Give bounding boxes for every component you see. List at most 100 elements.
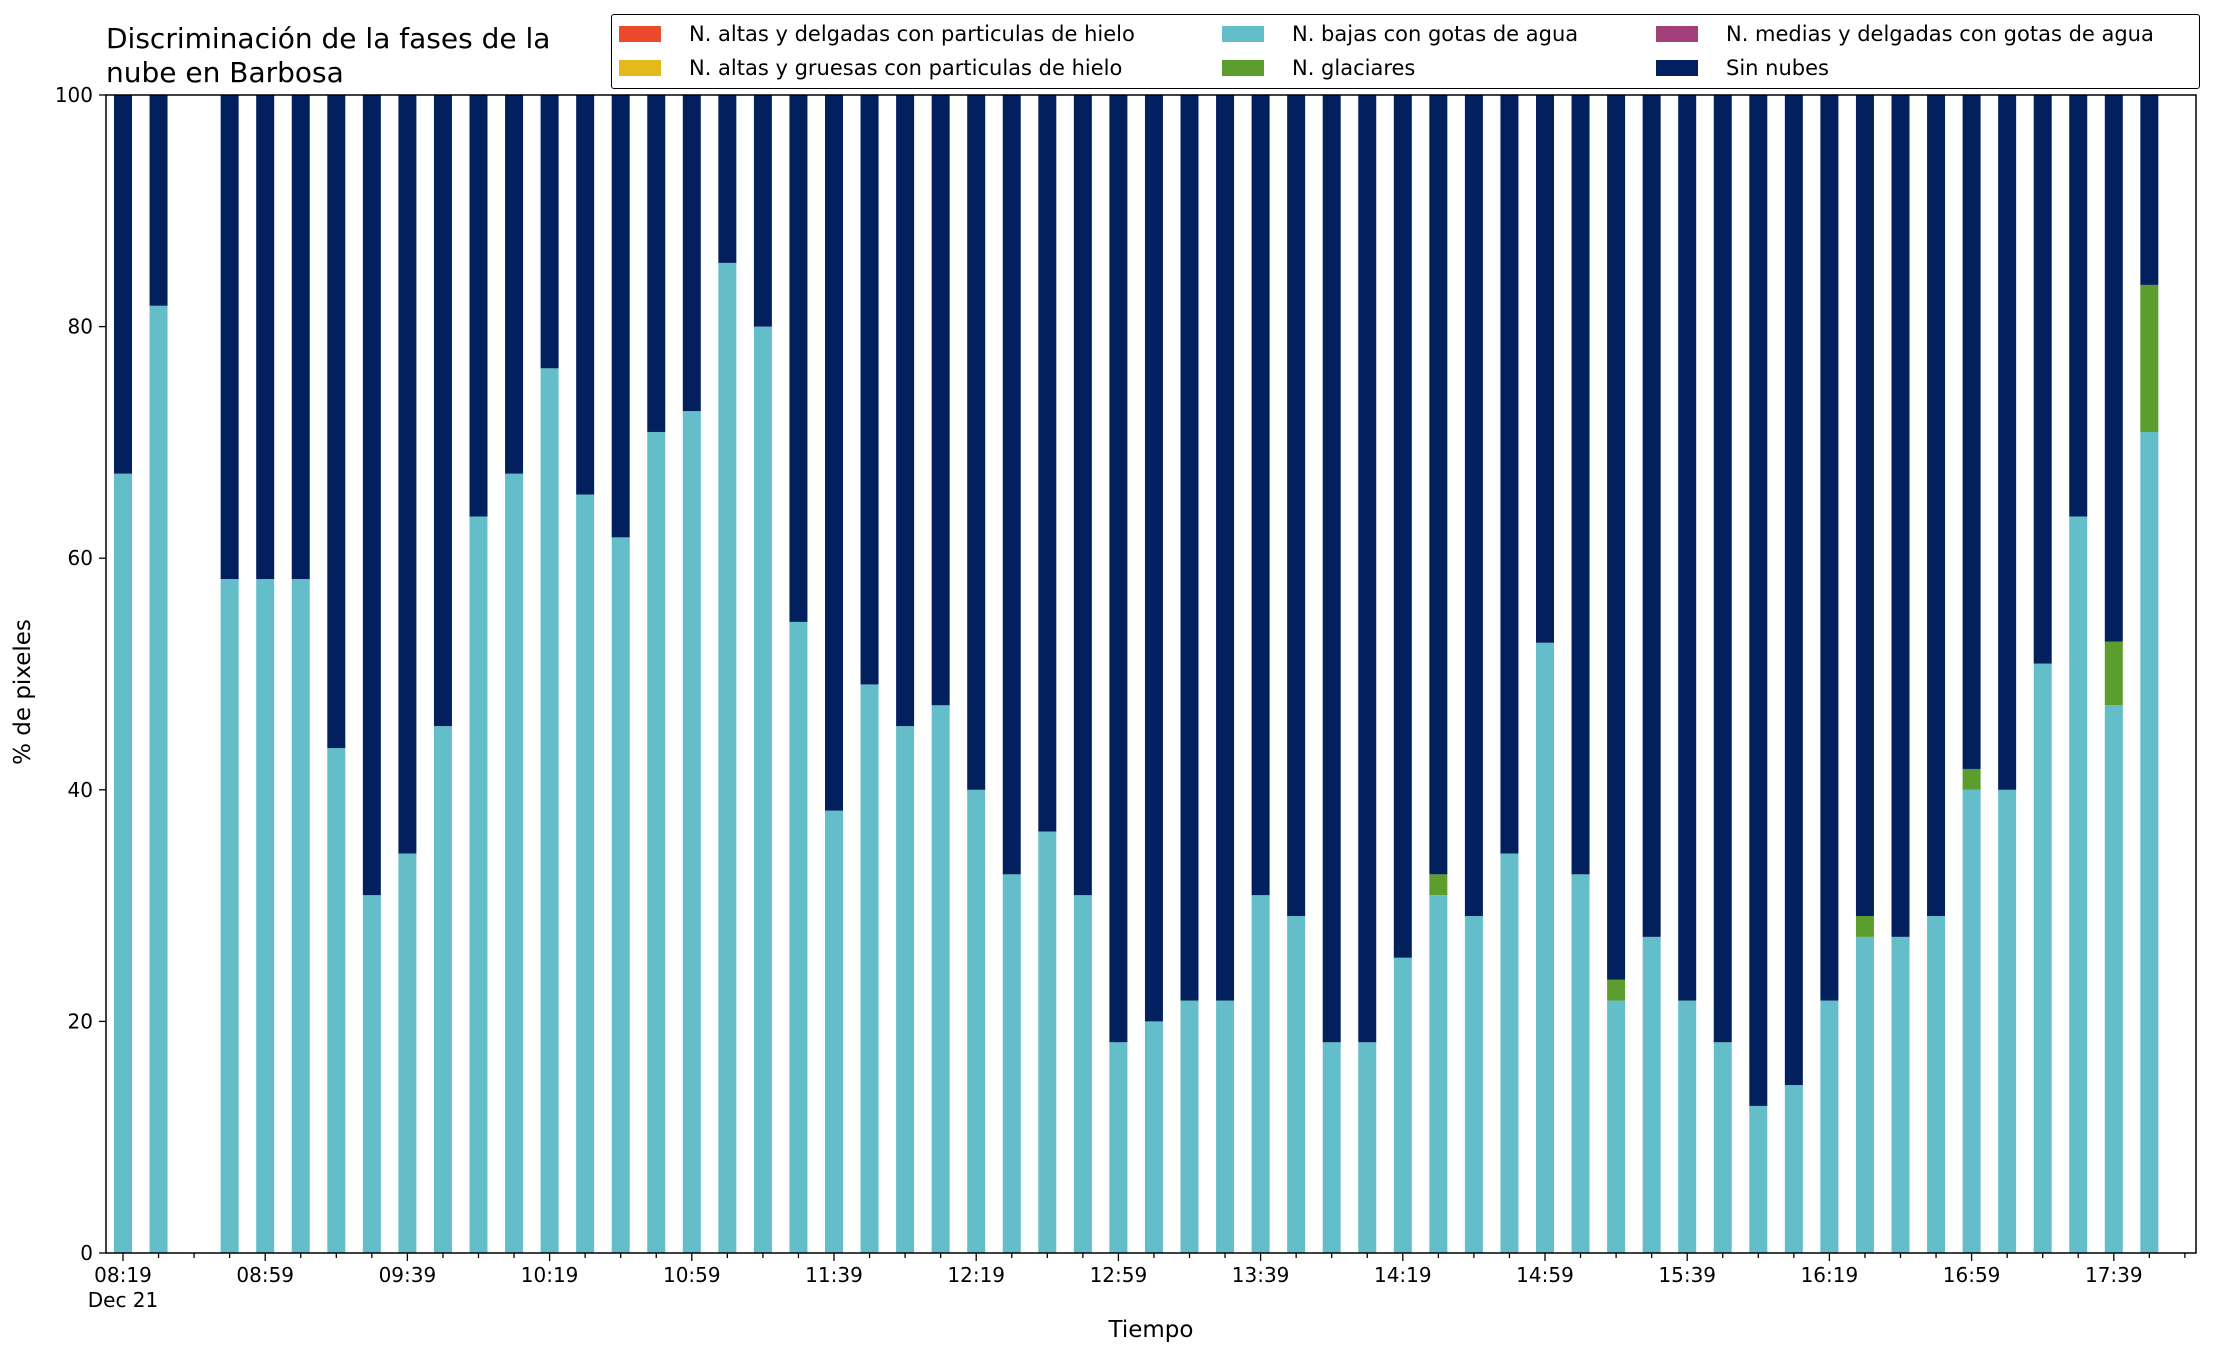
legend-swatch — [1656, 26, 1698, 42]
bar-segment — [362, 95, 381, 896]
bar-segment — [1464, 95, 1483, 917]
bar-segment — [1820, 95, 1839, 1001]
bar-segment — [1571, 874, 1590, 1253]
bar-segment — [1927, 95, 1946, 917]
bar-segment — [2140, 431, 2159, 1254]
plot-frame — [105, 94, 2197, 1254]
bar-segment — [1500, 853, 1519, 1253]
bar-segment — [967, 95, 986, 790]
bar-segment — [1571, 95, 1590, 875]
bar-segment — [1251, 895, 1270, 1253]
bars-layer — [114, 95, 2159, 1254]
bar-segment — [540, 368, 559, 1253]
x-tick-label: 08:19 — [94, 1263, 152, 1287]
x-tick-label: 12:19 — [947, 1263, 1005, 1287]
bar-segment — [611, 537, 630, 1253]
bar-segment — [611, 95, 630, 538]
bar-segment — [1749, 95, 1768, 1106]
bar-segment — [2069, 95, 2088, 517]
bar-segment — [896, 726, 915, 1253]
bar-segment — [505, 95, 524, 474]
legend-swatch — [1222, 26, 1264, 42]
y-tick-label: 20 — [68, 1009, 93, 1033]
bar-segment — [1109, 95, 1128, 1043]
bar-segment — [1678, 1000, 1697, 1253]
bar-segment — [1322, 1042, 1341, 1253]
bar-segment — [753, 326, 772, 1254]
bar-segment — [1713, 1042, 1732, 1253]
bar-segment — [1180, 95, 1199, 1001]
bar-segment — [1962, 95, 1981, 769]
y-tick-label: 80 — [68, 315, 93, 339]
bar-segment — [398, 853, 417, 1253]
legend-swatch — [619, 26, 661, 42]
bar-segment — [1784, 95, 1803, 1086]
bar-segment — [2033, 663, 2052, 1253]
bar-segment — [1891, 936, 1910, 1253]
y-tick-label: 40 — [68, 778, 93, 802]
bar-segment — [1855, 916, 1874, 937]
bar-segment — [1464, 916, 1483, 1253]
bar-segment — [2033, 95, 2052, 664]
bar-segment — [1287, 916, 1306, 1253]
legend-item: N. bajas con gotas de agua — [1222, 22, 1578, 46]
bar-segment — [860, 95, 879, 685]
bar-segment — [2140, 95, 2159, 285]
bar-segment — [1002, 874, 1021, 1253]
bar-segment — [362, 895, 381, 1253]
bar-segment — [1393, 95, 1412, 958]
x-tick-label: 13:39 — [1232, 1263, 1290, 1287]
x-tick-label: 10:59 — [663, 1263, 721, 1287]
x-tick-label: 15:39 — [1658, 1263, 1716, 1287]
bar-segment — [1322, 95, 1341, 1043]
bar-segment — [469, 516, 488, 1253]
bar-segment — [327, 748, 346, 1253]
x-tick-label: 16:19 — [1801, 1263, 1859, 1287]
bar-segment — [576, 95, 595, 495]
legend-label: N. medias y delgadas con gotas de agua — [1726, 22, 2154, 46]
bar-segment — [1820, 1000, 1839, 1253]
bar-segment — [540, 95, 559, 369]
bar-segment — [256, 579, 275, 1253]
legend-item: N. glaciares — [1222, 56, 1415, 80]
bar-segment — [2140, 284, 2159, 432]
x-tick-label: 11:39 — [805, 1263, 863, 1287]
x-tick-label: 12:59 — [1090, 1263, 1148, 1287]
bar-segment — [149, 305, 168, 1253]
bar-segment — [647, 95, 666, 432]
bar-segment — [433, 726, 452, 1253]
y-tick-label: 0 — [80, 1241, 93, 1265]
x-tick-label: 09:39 — [379, 1263, 437, 1287]
bar-segment — [647, 431, 666, 1254]
bar-segment — [469, 95, 488, 517]
bar-segment — [1216, 1000, 1235, 1253]
bar-segment — [1287, 95, 1306, 917]
bar-segment — [1216, 95, 1235, 1001]
bar-segment — [682, 95, 701, 412]
bar-segment — [1642, 936, 1661, 1253]
x-tick-label: 14:59 — [1516, 1263, 1574, 1287]
chart-title: Discriminación de la fases de la nube en… — [106, 22, 551, 89]
bar-segment — [1678, 95, 1697, 1001]
bar-segment — [398, 95, 417, 854]
bar-segment — [789, 95, 808, 622]
bar-segment — [1607, 1000, 1626, 1253]
x-tick-label: 16:59 — [1943, 1263, 2001, 1287]
legend-item: N. altas y gruesas con particulas de hie… — [619, 56, 1122, 80]
bar-segment — [2104, 95, 2123, 642]
x-tick-label: 14:19 — [1374, 1263, 1432, 1287]
bar-segment — [1002, 95, 1021, 875]
bar-segment — [220, 579, 239, 1253]
bar-segment — [114, 95, 132, 474]
bar-segment — [1073, 895, 1092, 1253]
bar-segment — [256, 95, 275, 580]
bar-segment — [896, 95, 915, 727]
bar-segment — [1784, 1085, 1803, 1253]
bar-segment — [1962, 768, 1981, 790]
legend: N. altas y delgadas con particulas de hi… — [611, 14, 2200, 89]
legend-swatch — [1656, 60, 1698, 76]
legend-label: N. altas y gruesas con particulas de hie… — [689, 56, 1123, 80]
bar-segment — [1038, 831, 1057, 1253]
bar-segment — [220, 95, 239, 580]
